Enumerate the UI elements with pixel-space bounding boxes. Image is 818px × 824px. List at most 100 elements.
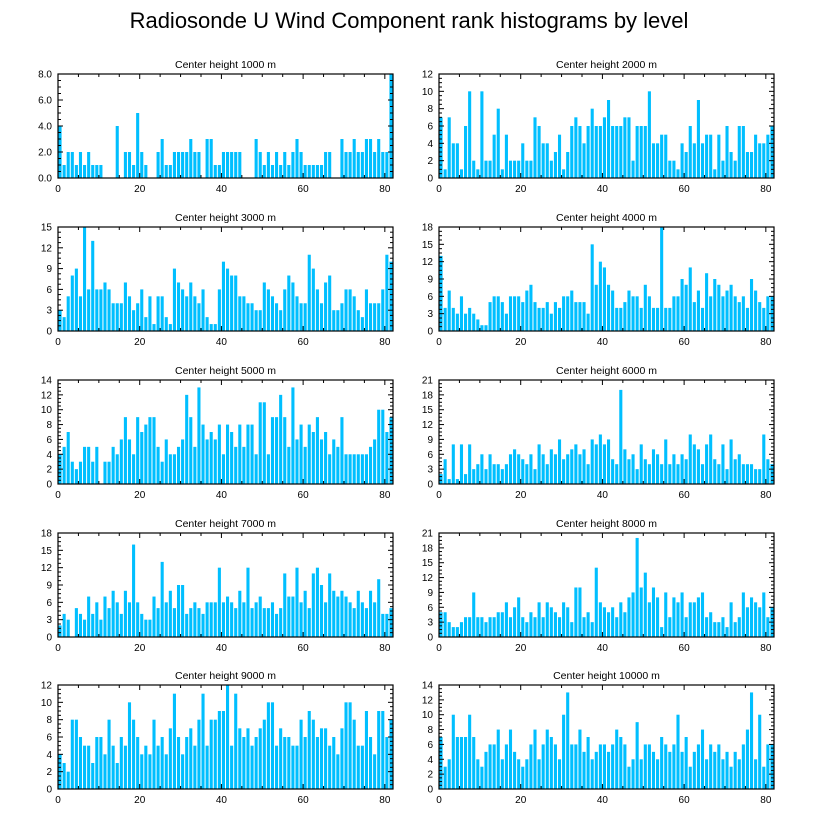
histogram-bar [664,744,668,789]
histogram-bar [672,744,676,789]
histogram-bar [348,289,352,331]
panel-title: Center height 8000 m [556,518,657,530]
histogram-bar [553,302,557,331]
histogram-bar [647,91,651,178]
histogram-bar [623,744,627,789]
panel-title: Center height 10000 m [553,670,660,682]
histogram-bar [504,744,508,789]
histogram-bar [705,134,709,178]
histogram-bar [476,319,480,331]
histogram-bar [205,317,209,331]
histogram-bar [176,152,181,178]
histogram-bar [598,261,602,331]
histogram-bar [623,117,627,178]
histogram-bar [381,289,385,331]
x-tick-label: 0 [55,795,61,806]
histogram-bar [656,597,660,637]
histogram-bar [464,617,468,637]
histogram-bar [287,596,291,637]
histogram-bar [476,169,480,178]
histogram-bar [213,439,217,484]
histogram-bar [205,439,209,484]
histogram-bar [250,424,254,484]
histogram-bar [185,394,189,484]
histogram-bar [754,290,758,331]
histogram-bar [95,602,99,637]
x-tick-label: 20 [515,795,527,806]
histogram-bar [762,143,766,178]
histogram-bar [283,289,287,331]
histogram-bar [66,152,70,178]
histogram-bar [189,282,193,331]
histogram-bar [525,160,529,178]
x-tick-label: 20 [134,184,146,195]
histogram-bar [545,464,549,484]
histogram-bar [525,464,529,484]
histogram-bar [566,152,570,178]
histogram-bar [368,139,373,178]
histogram-bar [651,587,656,637]
y-tick-label: 10 [41,405,53,416]
histogram-bar [586,313,590,331]
histogram-bar [541,143,545,178]
histogram-bar [119,737,123,789]
histogram-bar [745,307,749,331]
histogram-bar [78,152,83,178]
histogram-bar [160,461,164,484]
histogram-bar [156,152,160,178]
histogram-bar [328,275,332,331]
histogram-bar [107,289,111,331]
histogram-bar [328,152,332,178]
histogram-bar [258,152,262,178]
histogram-bar [144,424,148,484]
histogram-bar [631,160,635,178]
histogram-bar [517,759,521,789]
histogram-bar [459,737,464,789]
histogram-bar [87,745,91,789]
x-tick-label: 80 [760,643,772,654]
histogram-bar [234,693,238,789]
histogram-bar [451,143,455,178]
y-tick-label: 0 [46,480,52,491]
y-tick-label: 12 [422,695,434,706]
histogram-bar [766,617,770,637]
histogram-bar [250,745,254,789]
histogram-bar [213,165,217,178]
histogram-bar [83,745,87,789]
histogram-bar [557,617,562,637]
histogram-bar [692,143,696,178]
histogram-bar [570,449,574,484]
histogram-bar [226,685,230,789]
histogram-bar [439,255,443,331]
histogram-bar [127,602,132,637]
histogram-bar [270,165,275,178]
histogram-bar [635,537,639,637]
histogram-bar [311,573,315,637]
histogram-bar [688,602,692,637]
histogram-bar [254,139,258,178]
histogram-bar [627,597,631,637]
histogram-bar [377,711,381,789]
histogram-bar [176,446,181,484]
histogram-bar [164,317,168,331]
histogram-panel: Center height 5000 m 0 20 40 60 80 0 2 4 6 8 10 12 14 [41,365,394,501]
histogram-bar [70,461,74,484]
histogram-bar [332,737,336,789]
histogram-bar [443,612,447,637]
histogram-bar [164,602,168,637]
histogram-bar [111,446,115,484]
histogram-bar [537,126,541,178]
histogram-bar [455,737,459,789]
histogram-bar [664,592,668,637]
histogram-bar [66,771,70,789]
histogram-bar [328,454,332,484]
histogram-bar [611,126,615,178]
histogram-bar [692,302,696,331]
histogram-bar [705,759,709,789]
histogram-bar [545,729,549,789]
histogram-bar [582,751,586,789]
y-tick-label: 12 [41,563,53,574]
histogram-bar [513,751,517,789]
y-tick-label: 6 [427,450,433,461]
histogram-bar [594,126,598,178]
